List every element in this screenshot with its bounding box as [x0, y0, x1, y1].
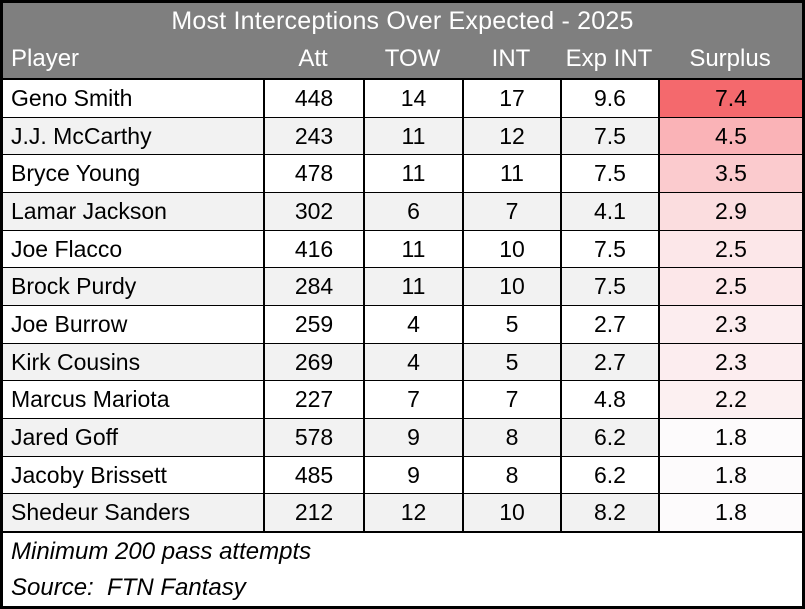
column-header-att: Att [298, 45, 328, 72]
cell-int: 7 [462, 381, 560, 419]
cell-tow: 11 [363, 268, 462, 306]
cell-player: Brock Purdy [11, 273, 137, 300]
table-title-bar: Most Interceptions Over Expected - 2025 [3, 3, 802, 40]
cell-player: Jacoby Brissett [11, 461, 167, 488]
cell-surplus: 1.8 [658, 456, 802, 494]
cell-int: 11 [462, 155, 560, 193]
cell-surplus: 2.2 [658, 381, 802, 419]
table-row: Kirk Cousins 269 4 5 2.7 2.3 [3, 343, 802, 382]
cell-surplus: 3.5 [658, 155, 802, 193]
cell-att: 302 [263, 193, 363, 230]
cell-player: Lamar Jackson [11, 197, 167, 224]
cell-int: 12 [462, 117, 560, 155]
cell-exp-int: 9.6 [560, 80, 658, 117]
cell-att: 485 [263, 456, 363, 494]
table-row: Jared Goff 578 9 8 6.2 1.8 [3, 419, 802, 457]
cell-surplus: 1.8 [658, 494, 802, 532]
footnote-source-text: Source: FTN Fantasy [11, 574, 246, 601]
cell-tow: 4 [363, 343, 462, 381]
column-header-player: Player [11, 45, 80, 72]
cell-att: 284 [263, 268, 363, 306]
cell-exp-int: 6.2 [560, 456, 658, 494]
footnote-source: Source: FTN Fantasy [3, 570, 802, 606]
cell-att: 478 [263, 155, 363, 193]
cell-int: 10 [462, 230, 560, 268]
table-row: Geno Smith 448 14 17 9.6 7.4 [3, 80, 802, 118]
cell-att: 212 [263, 494, 363, 532]
cell-player: Marcus Mariota [11, 386, 170, 413]
cell-int: 7 [462, 193, 560, 230]
cell-player: Kirk Cousins [11, 348, 141, 375]
cell-exp-int: 7.5 [560, 155, 658, 193]
cell-player: Geno Smith [11, 84, 133, 111]
table-row: Joe Burrow 259 4 5 2.7 2.3 [3, 306, 802, 344]
cell-tow: 11 [363, 230, 462, 268]
cell-exp-int: 8.2 [560, 494, 658, 532]
table-row: Marcus Mariota 227 7 7 4.8 2.2 [3, 381, 802, 420]
column-header-row: Player Att TOW INT Exp INT Surplus [3, 40, 802, 80]
cell-int: 5 [462, 306, 560, 343]
cell-att: 243 [263, 117, 363, 155]
cell-exp-int: 6.2 [560, 419, 658, 456]
cell-player: Joe Flacco [11, 235, 123, 262]
cell-att: 227 [263, 381, 363, 419]
cell-tow: 7 [363, 381, 462, 419]
table-row: Lamar Jackson 302 6 7 4.1 2.9 [3, 193, 802, 231]
cell-tow: 9 [363, 419, 462, 456]
cell-surplus: 2.5 [658, 230, 802, 268]
table-row: Jacoby Brissett 485 9 8 6.2 1.8 [3, 456, 802, 495]
cell-att: 259 [263, 306, 363, 343]
cell-tow: 11 [363, 117, 462, 155]
cell-surplus: 4.5 [658, 117, 802, 155]
cell-player: Jared Goff [11, 423, 118, 450]
cell-surplus: 2.9 [658, 193, 802, 230]
cell-att: 416 [263, 230, 363, 268]
column-header-surplus: Surplus [689, 45, 771, 72]
cell-tow: 6 [363, 193, 462, 230]
table-row: Brock Purdy 284 11 10 7.5 2.5 [3, 268, 802, 307]
cell-surplus: 2.3 [658, 306, 802, 343]
cell-exp-int: 7.5 [560, 117, 658, 155]
cell-player: Bryce Young [11, 160, 141, 187]
cell-exp-int: 4.1 [560, 193, 658, 230]
footnote-minimum-text: Minimum 200 pass attempts [11, 537, 312, 565]
cell-int: 17 [462, 80, 560, 117]
table-title: Most Interceptions Over Expected - 2025 [171, 7, 634, 35]
cell-tow: 11 [363, 155, 462, 193]
cell-player: Shedeur Sanders [11, 499, 191, 526]
cell-exp-int: 7.5 [560, 268, 658, 306]
cell-surplus: 2.5 [658, 268, 802, 306]
table-row: Joe Flacco 416 11 10 7.5 2.5 [3, 230, 802, 269]
cell-att: 448 [263, 80, 363, 117]
cell-att: 578 [263, 419, 363, 456]
cell-tow: 12 [363, 494, 462, 532]
table-row: Shedeur Sanders 212 12 10 8.2 1.8 [3, 494, 802, 534]
table-row: J.J. McCarthy 243 11 12 7.5 4.5 [3, 117, 802, 156]
cell-exp-int: 2.7 [560, 343, 658, 381]
cell-int: 10 [462, 494, 560, 532]
column-header-int: INT [491, 45, 531, 72]
cell-player: Joe Burrow [11, 310, 128, 337]
table-body: Geno Smith 448 14 17 9.6 7.4 J.J. McCarthy 243 1… [3, 80, 802, 534]
cell-exp-int: 7.5 [560, 230, 658, 268]
cell-tow: 4 [363, 306, 462, 343]
cell-exp-int: 4.8 [560, 381, 658, 419]
column-header-tow: TOW [384, 45, 441, 72]
cell-int: 8 [462, 419, 560, 456]
cell-int: 10 [462, 268, 560, 306]
cell-int: 8 [462, 456, 560, 494]
table-row: Bryce Young 478 11 11 7.5 3.5 [3, 155, 802, 194]
cell-int: 5 [462, 343, 560, 381]
cell-surplus: 1.8 [658, 419, 802, 456]
cell-exp-int: 2.7 [560, 306, 658, 343]
cell-surplus: 2.3 [658, 343, 802, 381]
cell-surplus: 7.4 [658, 80, 802, 117]
cell-tow: 14 [363, 80, 462, 117]
cell-tow: 9 [363, 456, 462, 494]
cell-player: J.J. McCarthy [11, 122, 152, 149]
cell-att: 269 [263, 343, 363, 381]
footnote-minimum: Minimum 200 pass attempts [3, 533, 802, 570]
column-header-exp-int: Exp INT [565, 45, 653, 72]
